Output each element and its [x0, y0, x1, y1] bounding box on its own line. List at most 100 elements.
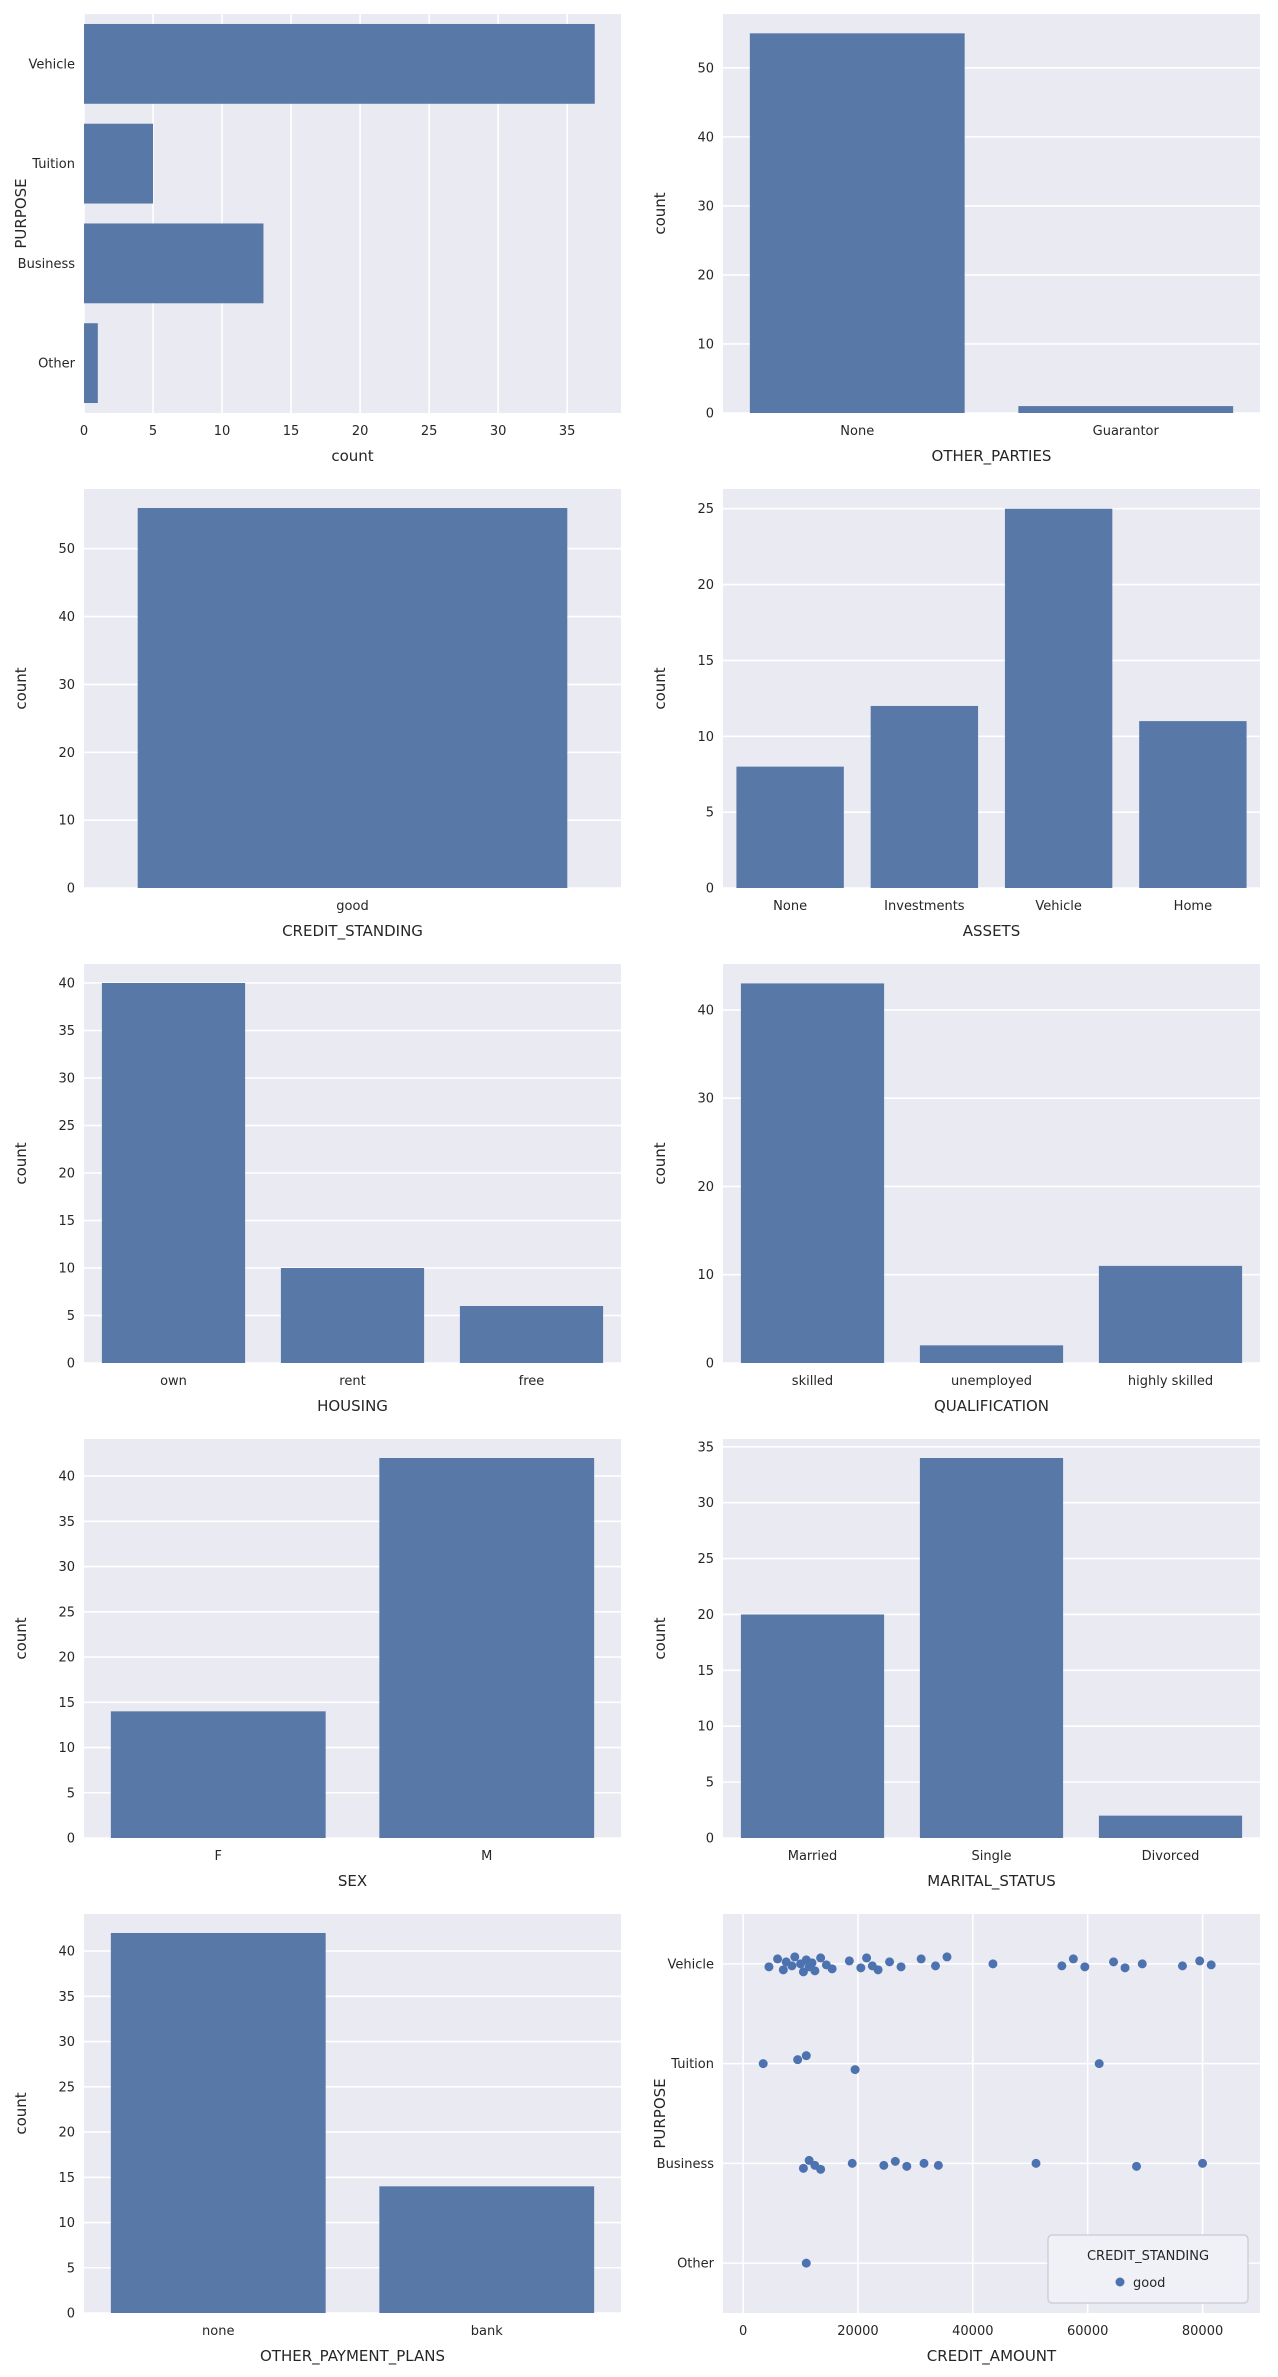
- purpose-countplot-svg: 0 5 10 15 20 25 30 35 Vehicle Tuition Business Othe…: [12, 14, 621, 465]
- x-tick-label: M: [481, 1849, 492, 1864]
- x-tick-label: Guarantor: [1093, 424, 1160, 439]
- x-axis-label: OTHER_PARTIES: [932, 447, 1052, 466]
- y-tick-label: 10: [58, 814, 75, 829]
- x-tick-label: 0: [80, 424, 88, 439]
- scatter-point: [1195, 1956, 1205, 1966]
- scatter-point: [850, 2065, 860, 2075]
- scatter-point: [793, 2055, 803, 2065]
- y-tick-label: 10: [697, 730, 714, 745]
- bar: [84, 323, 98, 404]
- x-axis-label: count: [331, 447, 373, 465]
- legend-box: [1047, 2234, 1249, 2304]
- y-tick-label: 30: [697, 1092, 714, 1107]
- x-tick-label: None: [773, 899, 807, 914]
- x-tick-label: Investments: [884, 899, 965, 914]
- legend-title: CREDIT_STANDING: [1087, 2249, 1209, 2264]
- other-parties-countplot-svg: 0 10 20 30 40 50 None Guarantor OTHER_PARTIES cou…: [651, 14, 1260, 466]
- scatter-point: [942, 1952, 952, 1962]
- chart-sex: 0 5 10 15 20 25 30 35 40 F M SEX count: [0, 1425, 639, 1900]
- scatter-point: [862, 1953, 872, 1963]
- y-axis-label: count: [12, 2092, 30, 2134]
- bar: [1098, 1815, 1243, 1838]
- x-tick-label: 10: [214, 424, 231, 439]
- scatter-point: [879, 2160, 889, 2170]
- scatter-point: [1109, 1957, 1119, 1967]
- bar: [280, 1268, 425, 1363]
- scatter-point: [847, 2158, 857, 2168]
- scatter-point: [758, 2059, 768, 2069]
- y-tick-label: 25: [697, 1552, 714, 1567]
- y-tick-label: 0: [67, 882, 75, 897]
- bar: [749, 33, 965, 413]
- x-tick-label: 15: [283, 424, 300, 439]
- x-axis-label: OTHER_PAYMENT_PLANS: [260, 2347, 445, 2366]
- scatter-point: [787, 1961, 797, 1971]
- y-tick-label: Other: [38, 357, 76, 372]
- y-axis-label: count: [651, 1142, 669, 1184]
- y-tick-label: 0: [706, 407, 714, 422]
- x-tick-label: 60000: [1067, 2324, 1108, 2339]
- y-tick-label: 50: [58, 542, 75, 557]
- bar: [137, 508, 568, 888]
- qualification-countplot-svg: 0 10 20 30 40 skilled unemployed highly skilled…: [651, 964, 1260, 1415]
- scatter-point: [1206, 1960, 1216, 1970]
- y-tick-label: 30: [58, 678, 75, 693]
- y-tick-label: 20: [58, 1651, 75, 1666]
- x-tick-label: bank: [471, 2324, 503, 2339]
- y-tick-label: Tuition: [670, 2057, 714, 2072]
- y-tick-label: 25: [58, 2080, 75, 2095]
- y-axis-label: PURPOSE: [651, 2078, 669, 2148]
- scatter-point: [764, 1962, 774, 1972]
- y-tick-label: Business: [18, 257, 76, 272]
- legend-entry-label: good: [1133, 2276, 1165, 2291]
- y-tick-label: 20: [697, 268, 714, 283]
- x-tick-label: Home: [1174, 899, 1212, 914]
- y-tick-label: Tuition: [31, 157, 75, 172]
- x-tick-label: 20000: [837, 2324, 878, 2339]
- x-tick-label: own: [160, 1374, 187, 1389]
- scatter-point: [896, 1962, 906, 1972]
- sex-countplot-svg: 0 5 10 15 20 25 30 35 40 F M SEX count: [12, 1439, 621, 1890]
- y-tick-label: 10: [58, 1741, 75, 1756]
- chart-housing: 0 5 10 15 20 25 30 35 40 own rent free HOUSING count: [0, 950, 639, 1425]
- y-axis-label: count: [651, 667, 669, 709]
- x-axis-label: CREDIT_AMOUNT: [927, 2347, 1057, 2366]
- scatter-point: [810, 1966, 820, 1976]
- x-axis-label: HOUSING: [317, 1397, 388, 1415]
- scatter-point: [988, 1959, 998, 1969]
- chart-qualification: 0 10 20 30 40 skilled unemployed highly skilled…: [639, 950, 1278, 1425]
- x-tick-label: 0: [739, 2324, 747, 2339]
- scatter-point: [798, 2163, 808, 2173]
- y-tick-label: 15: [697, 1664, 714, 1679]
- y-tick-label: 0: [706, 1357, 714, 1372]
- scatter-point: [773, 1954, 783, 1964]
- bar: [110, 1933, 326, 2313]
- scatter-point: [890, 2156, 900, 2166]
- y-tick-label: 5: [67, 1309, 75, 1324]
- bar: [870, 705, 979, 888]
- x-tick-label: F: [215, 1849, 222, 1864]
- y-tick-label: 40: [58, 1470, 75, 1485]
- bar: [459, 1306, 604, 1363]
- chart-other-payment-plans: 0 5 10 15 20 25 30 35 40 none bank OTHER_PAYMENT_PL…: [0, 1900, 639, 2375]
- chart-other-parties: 0 10 20 30 40 50 None Guarantor OTHER_PARTIES cou…: [639, 0, 1278, 475]
- scatter-point: [919, 2158, 929, 2168]
- x-tick-label: good: [336, 899, 368, 914]
- y-axis-label: count: [12, 1617, 30, 1659]
- scatter-point: [790, 1952, 800, 1962]
- x-tick-label: 20: [352, 424, 369, 439]
- y-tick-label: 5: [706, 806, 714, 821]
- y-tick-label: 40: [58, 1945, 75, 1960]
- y-axis-label: PURPOSE: [12, 178, 30, 248]
- scatter-point: [1080, 1962, 1090, 1972]
- credit-standing-countplot-svg: 0 10 20 30 40 50 good CREDIT_STANDING count: [12, 489, 621, 941]
- x-axis-label: ASSETS: [963, 922, 1020, 940]
- y-tick-label: 20: [697, 1608, 714, 1623]
- x-tick-label: None: [840, 424, 874, 439]
- scatter-point: [1057, 1961, 1067, 1971]
- bar: [101, 983, 246, 1363]
- x-tick-label: 40000: [952, 2324, 993, 2339]
- bar: [1004, 508, 1113, 888]
- x-tick-label: 35: [559, 424, 576, 439]
